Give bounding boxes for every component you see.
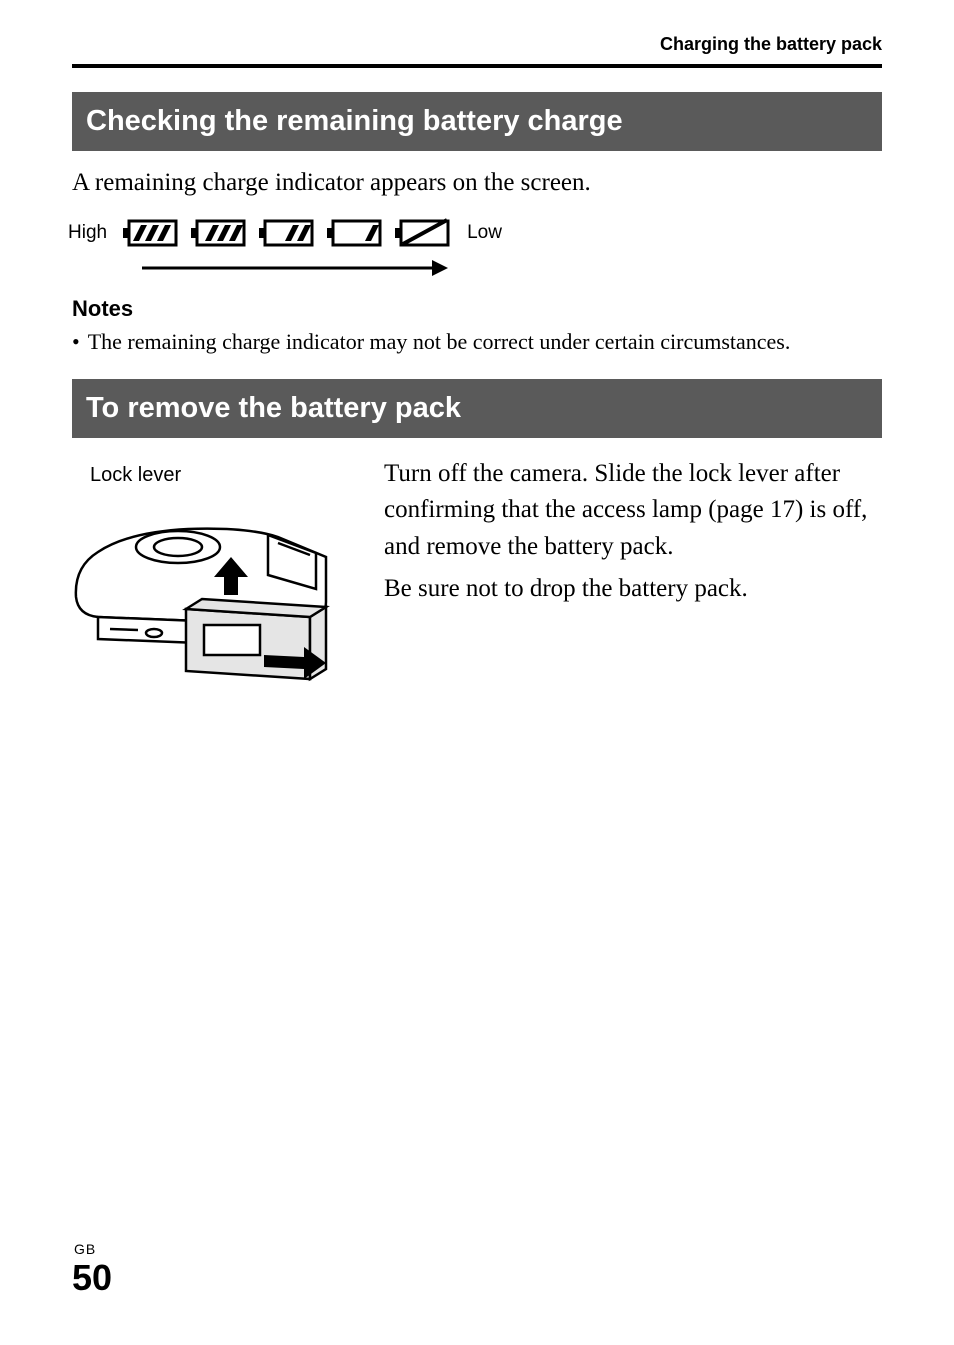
note-item: • The remaining charge indicator may not…: [72, 327, 882, 357]
battery-icon-4: [123, 218, 179, 248]
section-heading-checking: Checking the remaining battery charge: [72, 92, 882, 151]
battery-icon-1: [327, 218, 383, 248]
label-high: High: [64, 220, 111, 246]
section1-intro: A remaining charge indicator appears on …: [72, 165, 882, 201]
section-heading-remove: To remove the battery pack: [72, 379, 882, 438]
battery-arrow: [140, 258, 882, 278]
running-header: Charging the battery pack: [72, 32, 882, 64]
note-text: The remaining charge indicator may not b…: [88, 327, 791, 357]
label-low: Low: [463, 220, 506, 246]
notes-heading: Notes: [72, 294, 882, 324]
battery-icon-3: [191, 218, 247, 248]
page-footer: GB 50: [72, 1240, 112, 1303]
remove-instruction-1: Turn off the camera. Slide the lock leve…: [384, 456, 882, 565]
footer-page-number: 50: [72, 1254, 112, 1303]
battery-icon-0: [395, 218, 451, 248]
header-rule: [72, 64, 882, 68]
battery-indicator-strip: High: [72, 218, 882, 278]
illustration-label: Lock lever: [90, 462, 352, 489]
camera-illustration: [68, 497, 352, 705]
bullet-icon: •: [72, 327, 80, 357]
remove-instruction-2: Be sure not to drop the battery pack.: [384, 571, 882, 607]
battery-icon-2: [259, 218, 315, 248]
